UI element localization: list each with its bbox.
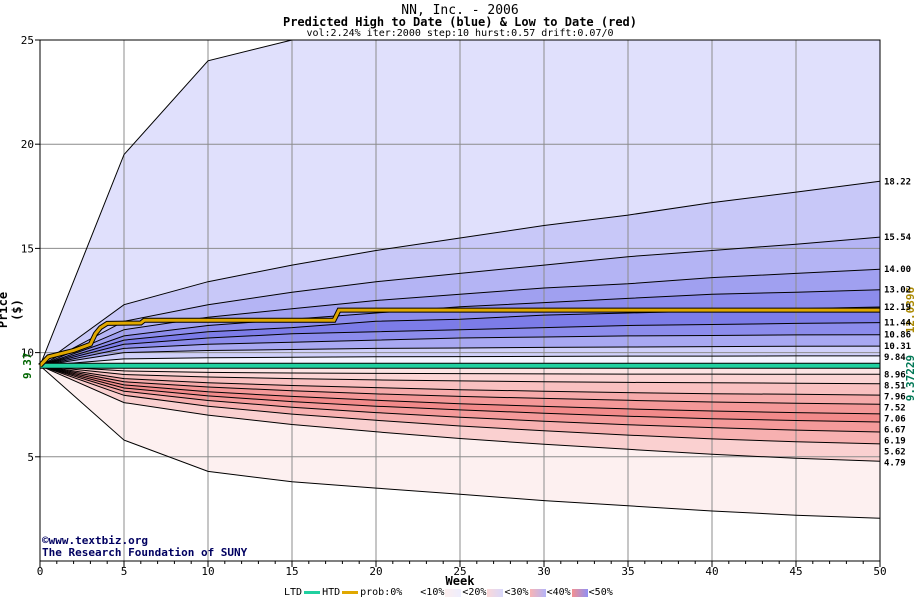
- band-end-label-6: 11.44: [884, 319, 912, 329]
- x-tick-label-25: 25: [453, 565, 466, 578]
- y-tick-label-20: 20: [21, 138, 34, 151]
- lower-boundary-2: [40, 365, 880, 396]
- legend: LTD HTD prob:0% <10% <20% <30% <40% <50%: [284, 587, 613, 599]
- upper-boundary-1: [40, 180, 880, 367]
- band-end-label-15: 6.67: [884, 425, 906, 435]
- upper-band-3: [40, 237, 880, 366]
- upper-boundary-8: [40, 345, 880, 367]
- legend-ltd-label: LTD: [284, 587, 303, 598]
- lower-boundary-8: [40, 365, 880, 462]
- band-labels: 18.22 15.54 14.00 13.02 12.19 11.44 10.8610.31…: [884, 177, 912, 468]
- band-end-label-12: 7.96: [884, 392, 906, 402]
- x-tick-label-15: 15: [285, 565, 298, 578]
- upper-boundary-6: [40, 322, 880, 367]
- band-end-label-14: 7.06: [884, 414, 906, 424]
- upper-band-7: [40, 322, 880, 366]
- lower-boundary-0: [40, 365, 880, 375]
- x-axis-title: Week: [446, 574, 476, 588]
- copyright-credit: ©www.textbiz.org: [42, 534, 148, 547]
- lower-band-3: [40, 365, 880, 405]
- y-axis-title: Price ($): [0, 291, 24, 329]
- legend-bucket-4: <40%: [546, 587, 571, 598]
- band-end-label-8: 10.31: [884, 342, 911, 352]
- band-end-label-5: 12.19: [884, 303, 911, 313]
- band-end-label-9: 9.84: [884, 353, 906, 363]
- x-tick-label-20: 20: [369, 565, 382, 578]
- upper-band-4: [40, 269, 880, 366]
- x-tick-label-5: 5: [121, 565, 128, 578]
- legend-swatch-2: [487, 588, 504, 597]
- legend-bucket-3: <30%: [504, 587, 529, 598]
- legend-prob-label: prob:0%: [360, 587, 403, 598]
- organization-credit: The Research Foundation of SUNY: [42, 546, 248, 559]
- lower-boundary-7: [40, 365, 880, 445]
- lower-boundary-4: [40, 365, 880, 415]
- upper-band-6: [40, 307, 880, 366]
- band-end-label-10: 8.96: [884, 370, 906, 380]
- lower-boundary-9: [40, 365, 880, 519]
- y-tick-label-5: 5: [27, 451, 34, 464]
- lower-boundary-3: [40, 365, 880, 405]
- band-end-label-18: 4.79: [884, 458, 906, 468]
- legend-htd-label: HTD: [322, 587, 341, 598]
- legend-bucket-2: <20%: [462, 587, 487, 598]
- lower-boundary-1: [40, 365, 880, 385]
- x-tick-label-45: 45: [789, 565, 802, 578]
- upper-boundary-4: [40, 289, 880, 367]
- legend-swatch-1: [445, 588, 462, 597]
- upper-boundary-9: [40, 355, 880, 367]
- series-line-htd: [38, 308, 880, 367]
- x-tick-label-40: 40: [705, 565, 718, 578]
- band-end-label-13: 7.52: [884, 403, 906, 413]
- band-end-label-7: 10.86: [884, 331, 911, 341]
- legend-bucket-1: <10%: [420, 587, 445, 598]
- x-tick-label-30: 30: [537, 565, 550, 578]
- y-tick-label-25: 25: [21, 34, 34, 47]
- chart-subtitle: Predicted High to Date (blue) & Low to D…: [282, 15, 637, 29]
- legend-swatch-0: [403, 588, 420, 597]
- legend-swatch-3: [529, 588, 546, 597]
- band-end-label-11: 8.51: [884, 381, 906, 391]
- legend-htd-swatch: [342, 591, 359, 594]
- band-end-label-1: 18.22: [884, 177, 911, 187]
- series-lines: [38, 307, 880, 369]
- legend-ltd-swatch: [304, 591, 321, 594]
- htd-value-label: 12.0396: [904, 286, 917, 333]
- upper-boundary-7: [40, 334, 880, 367]
- upper-boundary-0: [40, 40, 880, 366]
- upper-band-2: [40, 181, 880, 366]
- band-end-label-16: 6.19: [884, 436, 906, 446]
- x-tick-label-10: 10: [201, 565, 214, 578]
- lower-boundary-5: [40, 365, 880, 423]
- band-end-label-4: 13.02: [884, 286, 911, 296]
- start-price-label: 9.37: [21, 352, 34, 379]
- y-tick-label-15: 15: [21, 242, 34, 255]
- band-end-label-17: 5.62: [884, 447, 906, 457]
- lower-band-2: [40, 365, 880, 396]
- legend-swatch-4: [571, 588, 588, 597]
- ltd-value-label: 9.37229: [904, 355, 917, 401]
- lower-boundary-6: [40, 365, 880, 433]
- x-tick-label-50: 50: [873, 565, 886, 578]
- chart-title: NN, Inc. - 2006: [401, 3, 519, 18]
- band-end-label-2: 15.54: [884, 233, 912, 243]
- band-boundaries: [40, 40, 880, 519]
- x-tick-label-0: 0: [37, 565, 44, 578]
- legend-bucket-5: <50%: [588, 587, 613, 598]
- band-end-label-3: 14.00: [884, 265, 911, 275]
- upper-band-8: [40, 334, 880, 366]
- x-tick-label-35: 35: [621, 565, 634, 578]
- lower-band-4: [40, 365, 880, 414]
- chart-parameters: vol:2.24% iter:2000 step:10 hurst:0.57 d…: [306, 28, 614, 39]
- upper-boundary-2: [40, 236, 880, 367]
- y-tick-label-10: 10: [21, 347, 34, 360]
